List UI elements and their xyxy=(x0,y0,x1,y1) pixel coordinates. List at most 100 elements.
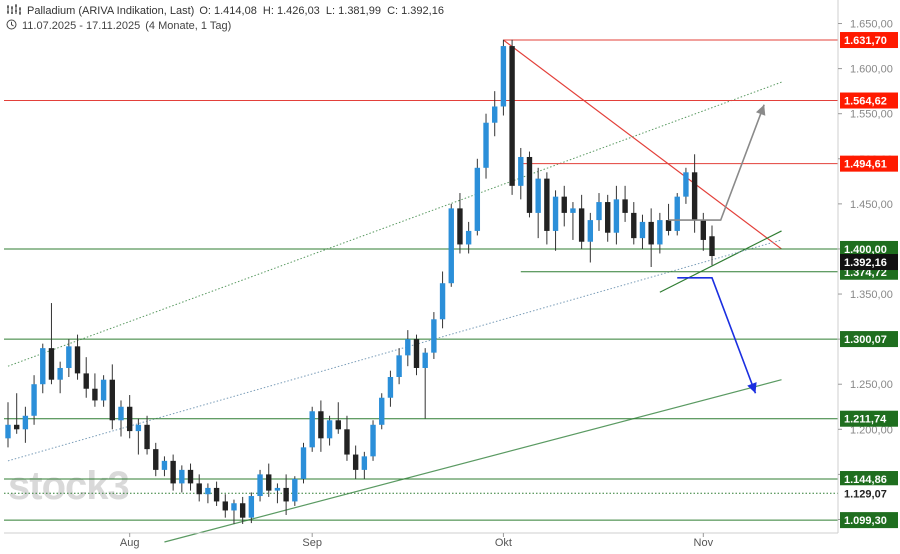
candle-body xyxy=(457,208,463,245)
arrow-down-blue xyxy=(677,277,757,394)
candle-body xyxy=(109,379,115,421)
candle-body xyxy=(335,420,341,430)
candle-body xyxy=(492,106,498,123)
candle-body xyxy=(596,202,602,221)
candle-body xyxy=(126,406,133,432)
stock3-watermark: stock3 xyxy=(8,464,130,508)
x-tick-label: Sep xyxy=(302,537,322,549)
x-tick-label: Aug xyxy=(120,537,140,549)
candle-body xyxy=(648,221,654,245)
candle-body xyxy=(674,196,680,231)
candle-body xyxy=(179,469,185,484)
x-tick-label: Nov xyxy=(694,537,714,549)
candle-body xyxy=(605,202,611,233)
candle-body xyxy=(518,156,524,186)
candle-body xyxy=(474,167,481,231)
candle-body xyxy=(248,496,255,518)
candle-body xyxy=(691,172,698,221)
period-label: (4 Monate, 1 Tag) xyxy=(145,19,232,32)
candle-body xyxy=(31,384,37,416)
candle-body xyxy=(700,220,707,240)
candle-body xyxy=(153,449,159,470)
candle-body xyxy=(431,319,437,353)
level-label: 1.129,07 xyxy=(844,488,887,500)
candle-body xyxy=(439,283,446,320)
candle-body xyxy=(361,456,368,470)
level-label: 1.494,61 xyxy=(844,159,887,171)
candle-body xyxy=(657,220,663,245)
level-label-box xyxy=(840,512,898,529)
candle-body xyxy=(48,348,55,380)
y-tick-label: 1.600,00 xyxy=(850,64,893,76)
candle-body xyxy=(683,172,689,197)
candle-body xyxy=(352,454,359,470)
candle-body xyxy=(22,415,29,430)
clock-icon xyxy=(6,19,17,33)
x-tick-label: Okt xyxy=(495,537,512,549)
chart-type-icon[interactable] xyxy=(6,3,22,18)
candle-body xyxy=(40,348,46,385)
candle-body xyxy=(587,220,594,242)
candle-body xyxy=(413,339,420,368)
candle-body xyxy=(422,352,428,368)
candle-body xyxy=(266,474,272,491)
y-tick-label: 1.350,00 xyxy=(850,289,893,301)
arrow-down-blue-head xyxy=(747,382,757,394)
candle-body xyxy=(370,424,376,457)
level-label-box xyxy=(840,331,898,348)
level-label: 1.211,74 xyxy=(844,414,887,426)
candle-body xyxy=(379,397,385,425)
y-tick-label: 1.200,00 xyxy=(850,424,893,436)
candle-body xyxy=(170,460,176,484)
candle-body xyxy=(509,46,515,186)
candle-body xyxy=(578,208,585,242)
candle-body xyxy=(239,503,246,518)
level-label-box xyxy=(840,471,898,488)
level-label: 1.144,86 xyxy=(844,474,887,486)
trendline-channel-lower-green xyxy=(164,379,782,543)
candle-body xyxy=(500,46,507,107)
candle-body xyxy=(526,156,533,213)
level-label: 1.400,00 xyxy=(844,244,887,256)
level-label: 1.300,07 xyxy=(844,334,887,346)
arrow-up-grey xyxy=(668,104,765,221)
last-price-label: 1.392,16 xyxy=(844,257,887,269)
level-label-box xyxy=(840,410,898,427)
candle-body xyxy=(622,199,628,213)
trendline-resistance-red xyxy=(503,39,782,250)
level-label-box xyxy=(840,32,898,49)
candle-body xyxy=(83,373,89,389)
candle-body xyxy=(257,474,263,497)
arrow-up-grey-head xyxy=(755,104,766,116)
level-label-box xyxy=(840,485,898,502)
date-range: 11.07.2025 - 17.11.2025 xyxy=(22,19,141,32)
candle-body xyxy=(318,411,324,439)
y-tick-label: 1.250,00 xyxy=(850,379,893,391)
y-tick-label: 1.550,00 xyxy=(850,109,893,121)
candle-body xyxy=(396,355,402,378)
trendline-support-green xyxy=(659,230,782,293)
candle-body xyxy=(483,122,489,168)
candle-body xyxy=(570,208,576,213)
trendline-channel-upper-dotted xyxy=(7,81,782,367)
candle-body xyxy=(292,478,298,502)
candle-body xyxy=(552,196,559,231)
candle-body xyxy=(300,447,307,479)
candle-body xyxy=(74,346,81,374)
y-tick-label: 1.450,00 xyxy=(850,199,893,211)
candle-body xyxy=(535,178,541,213)
candle-body xyxy=(57,367,63,380)
candle-body xyxy=(205,487,211,495)
candle-body xyxy=(309,411,315,448)
level-label: 1.631,70 xyxy=(844,35,887,47)
candle-body xyxy=(66,346,72,368)
candle-body xyxy=(465,230,472,245)
level-label-box xyxy=(840,240,898,257)
level-label-box xyxy=(840,155,898,172)
y-tick-label: 1.650,00 xyxy=(850,19,893,31)
candle-body xyxy=(405,339,411,356)
level-label: 1.099,30 xyxy=(844,515,887,527)
candle-body xyxy=(283,487,289,502)
